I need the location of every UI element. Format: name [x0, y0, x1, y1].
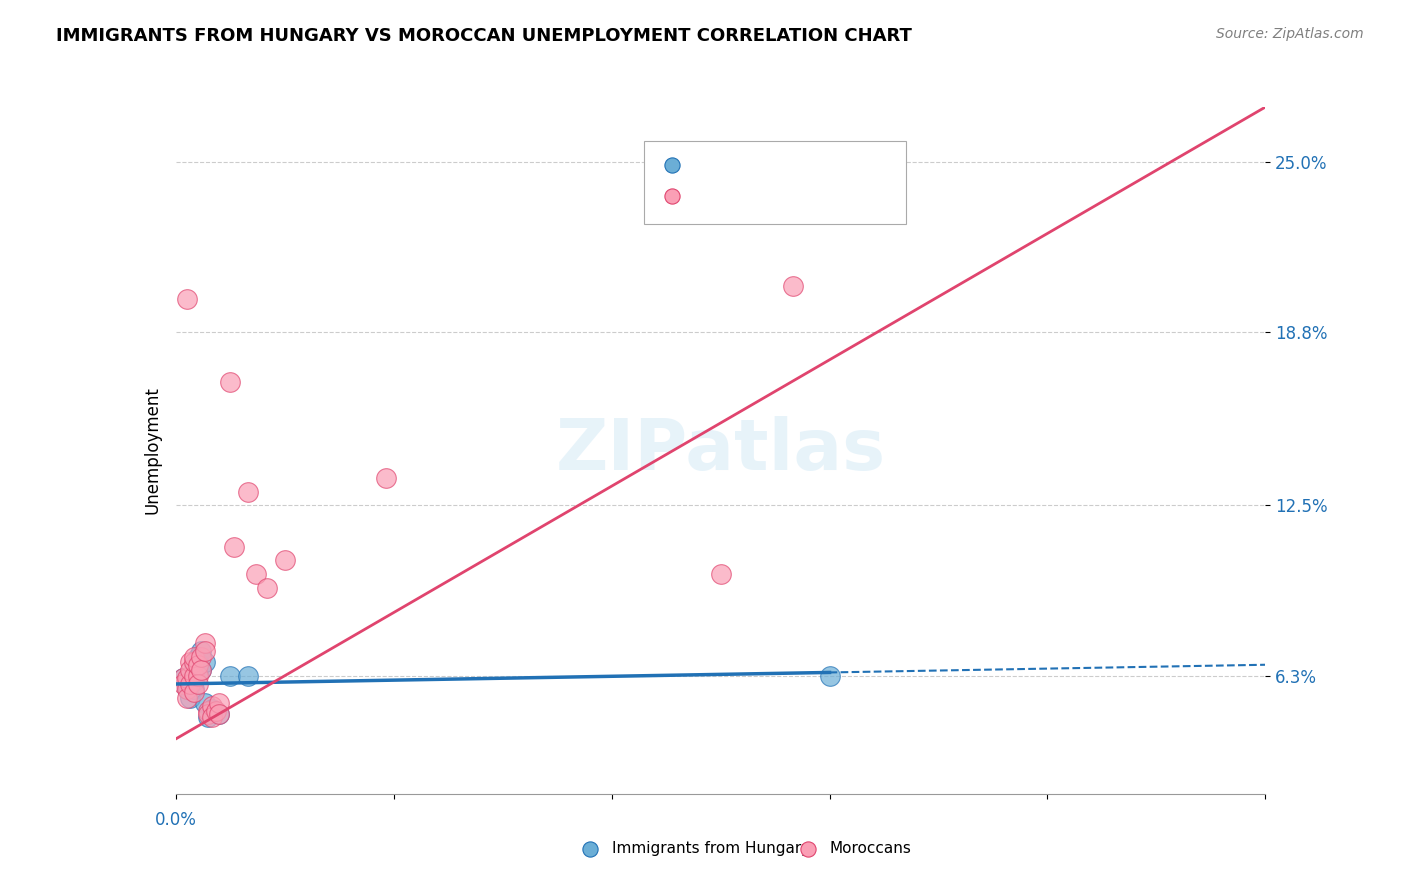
- Point: [194, 655, 217, 669]
- Point: [245, 567, 267, 582]
- Point: [183, 655, 205, 669]
- Point: [190, 663, 212, 677]
- Point: [186, 649, 209, 664]
- Text: R =  0.715   N = 36: R = 0.715 N = 36: [693, 186, 883, 204]
- Point: [190, 644, 212, 658]
- Point: [176, 682, 198, 697]
- Point: [222, 540, 245, 554]
- Point: [201, 702, 224, 716]
- Point: [201, 698, 224, 713]
- Point: [176, 677, 198, 691]
- Point: [179, 690, 201, 705]
- Point: [782, 278, 804, 293]
- Point: [183, 682, 205, 697]
- Point: [208, 707, 231, 722]
- Point: [179, 663, 201, 677]
- Point: [179, 677, 201, 691]
- Point: [186, 665, 209, 680]
- Point: [201, 710, 224, 724]
- Text: Moroccans: Moroccans: [830, 841, 911, 856]
- Point: [238, 669, 260, 683]
- Point: [204, 705, 226, 719]
- Point: [194, 644, 217, 658]
- Point: [219, 375, 242, 389]
- Point: [710, 567, 733, 582]
- Point: [179, 669, 201, 683]
- Text: Immigrants from Hungary: Immigrants from Hungary: [612, 841, 810, 856]
- Text: ZIPatlas: ZIPatlas: [555, 416, 886, 485]
- Point: [176, 690, 198, 705]
- Point: [238, 484, 260, 499]
- Point: [197, 707, 219, 722]
- Text: R = 0.040   N = 21: R = 0.040 N = 21: [693, 155, 873, 173]
- Point: [183, 674, 205, 689]
- Point: [186, 677, 209, 691]
- Point: [190, 649, 212, 664]
- Point: [256, 581, 278, 595]
- Point: [179, 655, 201, 669]
- Point: [190, 663, 212, 677]
- Point: [172, 677, 194, 691]
- Text: IMMIGRANTS FROM HUNGARY VS MOROCCAN UNEMPLOYMENT CORRELATION CHART: IMMIGRANTS FROM HUNGARY VS MOROCCAN UNEM…: [56, 27, 912, 45]
- Point: [183, 657, 205, 672]
- Point: [375, 471, 398, 485]
- Point: [208, 696, 231, 710]
- Point: [194, 696, 217, 710]
- Point: [194, 636, 217, 650]
- Point: [197, 710, 219, 724]
- Point: [176, 682, 198, 697]
- Point: [208, 707, 231, 722]
- Point: [186, 655, 209, 669]
- Point: [176, 672, 198, 686]
- FancyBboxPatch shape: [644, 141, 905, 224]
- Point: [183, 669, 205, 683]
- Text: Source: ZipAtlas.com: Source: ZipAtlas.com: [1216, 27, 1364, 41]
- Point: [274, 553, 297, 567]
- Point: [172, 672, 194, 686]
- Point: [197, 705, 219, 719]
- Point: [186, 657, 209, 672]
- Point: [172, 672, 194, 686]
- Point: [183, 649, 205, 664]
- Point: [818, 669, 841, 683]
- Y-axis label: Unemployment: Unemployment: [143, 386, 162, 515]
- Point: [219, 669, 242, 683]
- Point: [176, 293, 198, 307]
- Text: 0.0%: 0.0%: [155, 811, 197, 829]
- Point: [186, 669, 209, 683]
- Point: [183, 685, 205, 699]
